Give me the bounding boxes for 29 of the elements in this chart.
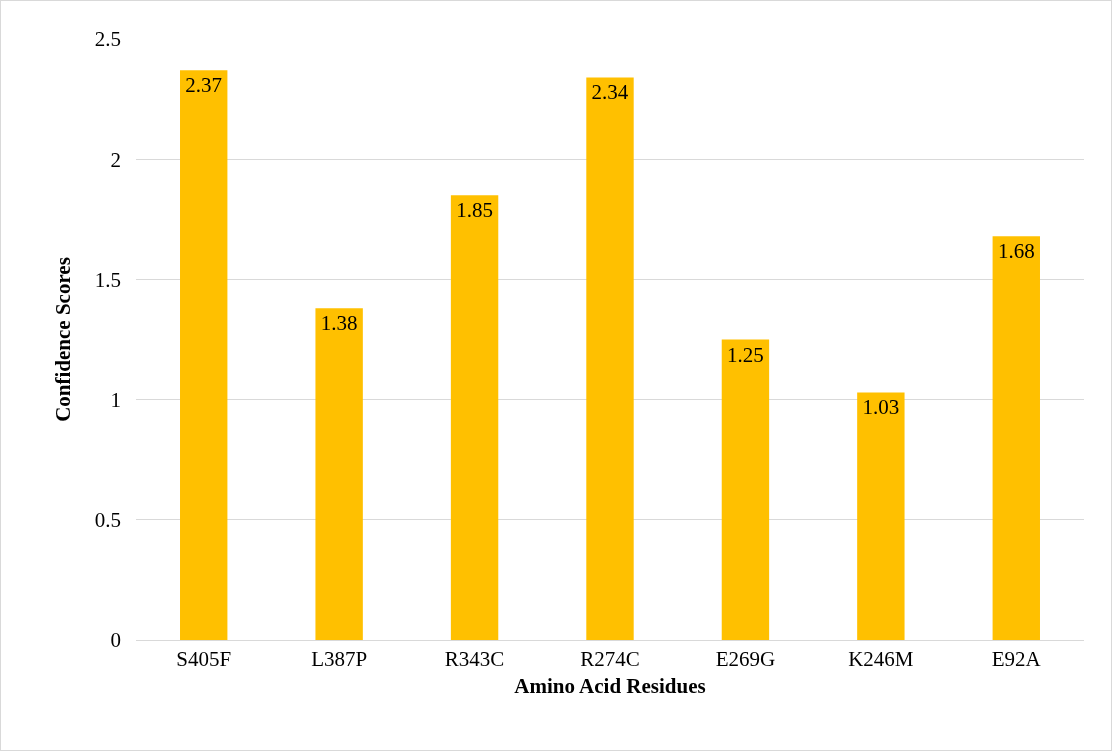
y-tick-label: 0 bbox=[110, 628, 121, 653]
x-tick-label: R343C bbox=[444, 647, 505, 672]
x-tick-label: E92A bbox=[991, 647, 1042, 672]
x-tick-label: R274C bbox=[580, 647, 640, 672]
data-label: 1.25 bbox=[727, 342, 764, 367]
y-tick-label: 2 bbox=[110, 147, 121, 172]
x-tick-label: L387P bbox=[311, 647, 368, 672]
bar bbox=[180, 70, 228, 640]
data-label: 2.37 bbox=[185, 73, 223, 98]
bar bbox=[586, 77, 634, 640]
data-label: 2.34 bbox=[591, 80, 629, 105]
y-axis-title: Confidence Scores bbox=[50, 257, 75, 422]
y-tick-label: 1 bbox=[110, 387, 121, 412]
x-tick-label: E269G bbox=[715, 647, 776, 672]
bar bbox=[315, 308, 363, 640]
y-tick-label: 0.5 bbox=[94, 508, 121, 533]
x-axis-title: Amino Acid Residues bbox=[514, 674, 706, 699]
y-tick-label: 1.5 bbox=[94, 267, 121, 292]
y-tick-label: 2.5 bbox=[94, 27, 121, 52]
data-label: 1.68 bbox=[997, 239, 1035, 264]
bar bbox=[992, 236, 1040, 640]
x-tick-label: S405F bbox=[176, 647, 232, 672]
data-label: 1.85 bbox=[456, 198, 493, 223]
data-label: 1.03 bbox=[862, 395, 900, 420]
bar bbox=[450, 195, 499, 640]
bar bbox=[721, 339, 770, 640]
x-tick-label: K246M bbox=[848, 647, 914, 672]
data-label: 1.38 bbox=[320, 311, 358, 336]
bar bbox=[857, 392, 905, 640]
